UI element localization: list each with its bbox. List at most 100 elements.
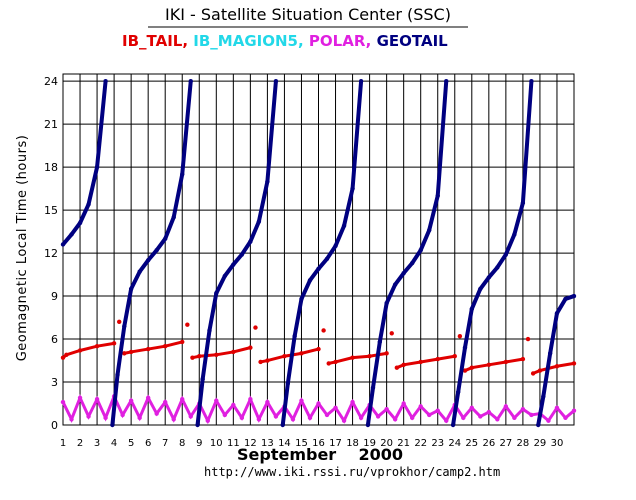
source-url: http://www.iki.rssi.ru/vprokhor/camp2.ht… xyxy=(204,465,500,479)
series-geotail-point xyxy=(103,78,108,84)
series-ib-tail-point xyxy=(197,354,202,359)
series-geotail-point xyxy=(478,286,483,292)
series-polar-point xyxy=(180,397,185,402)
series-polar-point xyxy=(154,411,159,416)
series-geotail-point xyxy=(469,306,474,312)
series-geotail-point xyxy=(94,164,100,170)
x-tick-label: 10 xyxy=(210,438,223,449)
series-polar-point xyxy=(341,418,347,423)
series-polar-point xyxy=(444,418,449,423)
y-tick-label: 9 xyxy=(51,290,58,303)
series-geotail-point xyxy=(324,256,330,262)
series-geotail-point xyxy=(333,243,338,249)
series-geotail-point xyxy=(265,179,270,184)
legend-polar: POLAR xyxy=(309,32,366,50)
series-geotail-point xyxy=(280,422,285,428)
series-ib-tail-point xyxy=(326,361,331,366)
series-polar-point xyxy=(290,417,296,422)
series-geotail-point xyxy=(370,385,376,390)
series-ib-tail-point xyxy=(316,346,321,352)
series-geotail-point xyxy=(358,78,364,84)
series-polar-point xyxy=(299,398,304,403)
series-ib-tail-point xyxy=(128,349,134,355)
series-ib-tail-point xyxy=(122,351,127,356)
legend: IB_TAIL, IB_MAGION5, POLAR, GEOTAIL xyxy=(122,32,448,50)
series-geotail-point xyxy=(292,333,297,339)
x-tick-label: 14 xyxy=(278,438,291,449)
series-ib-tail-point xyxy=(180,339,185,345)
series-polar-point xyxy=(563,415,568,421)
y-tick-label: 12 xyxy=(44,247,58,260)
series-polar-point xyxy=(358,415,364,421)
series-polar-point xyxy=(60,399,66,405)
series-ib-tail-point xyxy=(145,346,151,352)
series-geotail-point xyxy=(571,293,577,299)
series-geotail-point xyxy=(409,260,415,266)
series-polar-point xyxy=(273,414,279,419)
series-geotail-point xyxy=(486,275,492,280)
series-ib-tail-point xyxy=(163,344,168,349)
series-ib-tail-point xyxy=(64,352,69,357)
series-ib-tail-point xyxy=(231,349,236,355)
series-geotail-point xyxy=(341,223,347,229)
x-tick-label: 22 xyxy=(414,438,427,449)
series-ib-tail-point xyxy=(525,336,531,342)
x-axis-label: September 2000 xyxy=(237,445,403,464)
series-geotail-point xyxy=(285,381,291,386)
series-geotail-point xyxy=(248,239,253,244)
series-ib-tail-point xyxy=(520,356,526,362)
series-ib-tail-point xyxy=(185,322,190,327)
y-tick-label: 15 xyxy=(44,204,58,217)
chart-title: IKI - Satellite Situation Center (SSC) xyxy=(165,5,451,24)
series-polar-point xyxy=(265,399,270,405)
series-ib-tail-point xyxy=(394,365,400,370)
x-tick-label: 20 xyxy=(380,438,393,449)
series-polar-point xyxy=(401,401,406,406)
series-ib-tail-point xyxy=(248,345,253,350)
series-polar-point xyxy=(324,412,330,418)
series-geotail-point xyxy=(195,422,200,428)
series-geotail-point xyxy=(536,422,541,428)
plot-area: 1 2 3 4 5 6 7 8 9 10 11 12 13 14 15 16 17 18 19 20 21 22 23 24 2… xyxy=(44,73,577,449)
x-tick-label: 11 xyxy=(227,438,240,449)
x-tick-label: 28 xyxy=(517,438,530,449)
y-tick-label: 18 xyxy=(44,161,58,174)
series-ib-tail-point xyxy=(486,362,492,368)
series-polar-point xyxy=(214,398,219,403)
x-tick-label: 15 xyxy=(295,438,308,449)
x-tick-label: 3 xyxy=(94,438,100,449)
x-tick-label: 27 xyxy=(499,438,512,449)
series-ib-tail-point xyxy=(253,325,258,330)
series-polar-point xyxy=(205,418,210,423)
series-polar-point xyxy=(86,414,91,419)
legend-sep-1: , xyxy=(182,32,188,50)
x-tick-label: 2 xyxy=(77,438,83,449)
series-polar-point xyxy=(188,414,193,419)
series-ib-tail-point xyxy=(350,355,355,360)
x-tick-label: 26 xyxy=(482,438,495,449)
series-geotail-point xyxy=(418,248,423,253)
x-tick-label: 24 xyxy=(448,438,461,449)
series-ib-tail-point xyxy=(94,344,100,349)
series-polar-point xyxy=(222,412,228,418)
series-polar-point xyxy=(529,412,534,418)
series-geotail-point xyxy=(427,227,432,233)
series-geotail-point xyxy=(207,328,212,333)
series-geotail-point xyxy=(563,296,568,302)
series-geotail-point xyxy=(69,232,74,237)
series-geotail-point xyxy=(239,252,245,257)
series-polar-point xyxy=(163,399,168,405)
x-tick-label: 25 xyxy=(465,438,478,449)
series-ib-tail-point xyxy=(571,361,577,366)
x-tick-label: 12 xyxy=(244,438,257,449)
series-geotail-point xyxy=(392,282,398,287)
series-geotail-point xyxy=(365,422,371,428)
series-ib-tail-point xyxy=(418,359,423,365)
series-ib-tail-point xyxy=(435,356,440,362)
series-ib-tail-point xyxy=(117,319,122,325)
series-geotail-point xyxy=(115,372,120,378)
x-tick-label: 13 xyxy=(261,438,274,449)
series-polar-point xyxy=(239,415,245,421)
series-polar-point xyxy=(469,405,474,411)
